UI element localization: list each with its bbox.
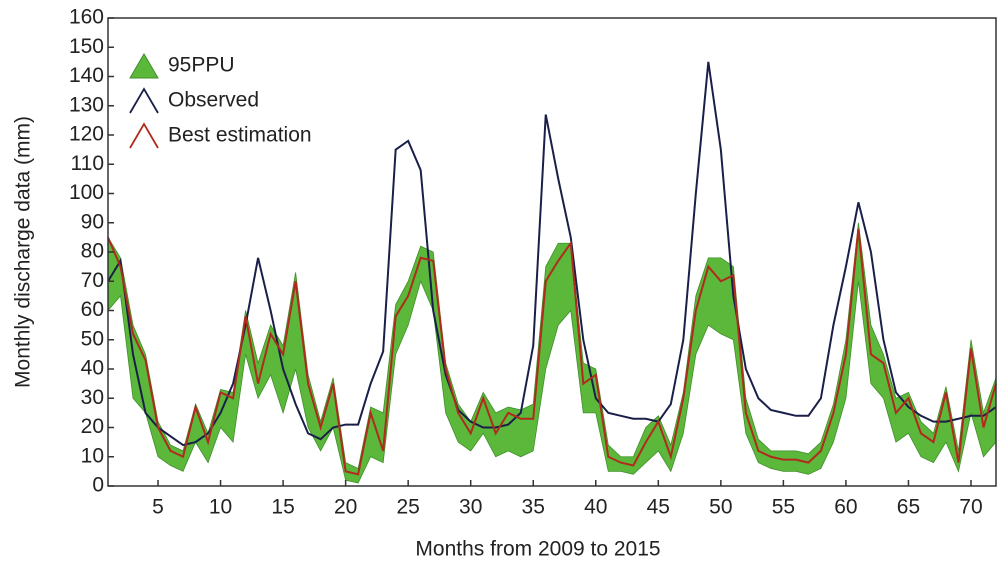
y-tick-label: 0 (92, 474, 104, 497)
x-tick-label: 40 (584, 496, 607, 519)
y-tick-label: 100 (69, 181, 104, 204)
x-tick-label: 30 (459, 496, 482, 519)
y-tick-label: 80 (81, 240, 104, 263)
x-tick-label: 10 (209, 496, 232, 519)
x-tick-label: 20 (334, 496, 357, 519)
y-tick-label: 50 (81, 327, 104, 350)
series-line (107, 61, 997, 447)
y-axis-label: Monthly discharge data (mm) (12, 116, 35, 388)
y-tick-label: 140 (69, 64, 104, 87)
y-tick-label: 160 (69, 6, 104, 29)
x-tick-label: 55 (772, 496, 795, 519)
x-tick-label: 70 (959, 496, 982, 519)
y-tick-label: 90 (81, 210, 104, 233)
y-tick-label: 120 (69, 123, 104, 146)
x-axis-label: Months from 2009 to 2015 (415, 538, 660, 561)
y-tick-label: 150 (69, 35, 104, 58)
y-tick-label: 30 (81, 386, 104, 409)
legend-swatch (129, 122, 159, 149)
legend-label: 95PPU (168, 54, 235, 77)
y-tick-label: 130 (69, 93, 104, 116)
y-tick-label: 10 (81, 444, 104, 467)
x-tick-label: 50 (709, 496, 732, 519)
ppu-band (107, 222, 997, 484)
x-tick-label: 25 (396, 496, 419, 519)
y-tick-label: 40 (81, 357, 104, 380)
x-tick-label: 35 (522, 496, 545, 519)
series-line (107, 228, 997, 476)
legend-label: Best estimation (168, 124, 312, 147)
y-tick-label: 60 (81, 298, 104, 321)
legend-label: Observed (168, 89, 259, 112)
y-tick-label: 70 (81, 269, 104, 292)
y-tick-label: 110 (71, 152, 104, 175)
legend-swatch (129, 87, 159, 114)
x-tick-label: 5 (152, 496, 164, 519)
x-tick-label: 15 (271, 496, 294, 519)
x-tick-label: 65 (897, 496, 920, 519)
x-tick-label: 60 (834, 496, 857, 519)
x-tick-label: 45 (647, 496, 670, 519)
y-tick-label: 20 (81, 415, 104, 438)
legend-swatch (129, 53, 159, 79)
